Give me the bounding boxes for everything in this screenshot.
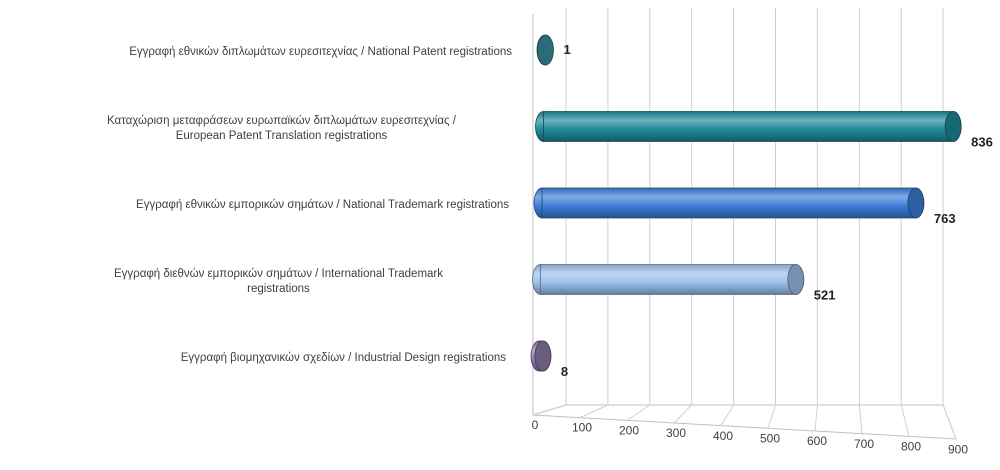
data-label: 521 xyxy=(814,288,836,303)
bar xyxy=(535,111,962,142)
bar xyxy=(533,187,925,219)
floor-gridline xyxy=(942,404,957,440)
tick-label: 900 xyxy=(948,442,968,456)
floor-gridline xyxy=(900,404,910,437)
x-axis-ticks: 0 100 200 300 400 500 600 700 800 900 xyxy=(532,418,969,456)
floor-gridline xyxy=(626,404,651,421)
tick-label: 100 xyxy=(572,421,592,435)
floor-gridline xyxy=(858,404,863,434)
bar xyxy=(532,264,805,295)
tick-label: 600 xyxy=(807,434,827,448)
data-label: 8 xyxy=(561,364,568,379)
tick-label: 300 xyxy=(666,426,686,440)
tick-label: 500 xyxy=(760,432,780,446)
bar xyxy=(536,34,554,66)
floor-gridline xyxy=(814,404,818,432)
bar-end-cap xyxy=(537,34,554,66)
category-label: Καταχώριση μεταφράσεων ευρωπαϊκών διπλωμ… xyxy=(107,115,457,142)
data-label: 836 xyxy=(971,135,993,150)
tick-label: 0 xyxy=(532,418,539,432)
tick-label: 700 xyxy=(854,437,874,451)
tick-label: 200 xyxy=(619,423,639,437)
floor-gridline xyxy=(673,404,693,424)
gridlines xyxy=(532,8,957,440)
bar-end-cap xyxy=(534,340,552,372)
data-label: 1 xyxy=(563,42,570,57)
floor-gridline xyxy=(720,404,735,427)
bar xyxy=(530,340,552,372)
data-labels: 1 836 763 521 8 xyxy=(561,42,993,379)
bar-body xyxy=(543,111,962,142)
category-label: Εγγραφή εθνικών διπλωμάτων ευρεσιτεχνίας… xyxy=(129,46,512,58)
floor-gridline xyxy=(532,404,567,416)
bars xyxy=(530,34,962,372)
bar-end-cap xyxy=(907,187,925,219)
chart-walls xyxy=(532,8,957,440)
tick-label: 400 xyxy=(713,429,733,443)
bar-end-cap xyxy=(787,264,805,295)
bar-end-cap xyxy=(944,111,962,142)
bar-body xyxy=(541,187,925,219)
tick-label: 800 xyxy=(901,440,921,454)
category-label: Εγγραφή βιομηχανικών σχεδίων / Industria… xyxy=(181,352,506,364)
data-label: 763 xyxy=(934,211,956,226)
bar-body xyxy=(540,264,805,295)
category-labels: Εγγραφή εθνικών διπλωμάτων ευρεσιτεχνίας… xyxy=(107,46,512,364)
floor-gridline xyxy=(579,404,609,419)
category-label: Εγγραφή εθνικών εμπορικών σημάτων / Nati… xyxy=(136,199,509,211)
floor-gridline xyxy=(767,404,776,429)
category-label: Εγγραφή διεθνών εμπορικών σημάτων / Inte… xyxy=(114,268,443,295)
